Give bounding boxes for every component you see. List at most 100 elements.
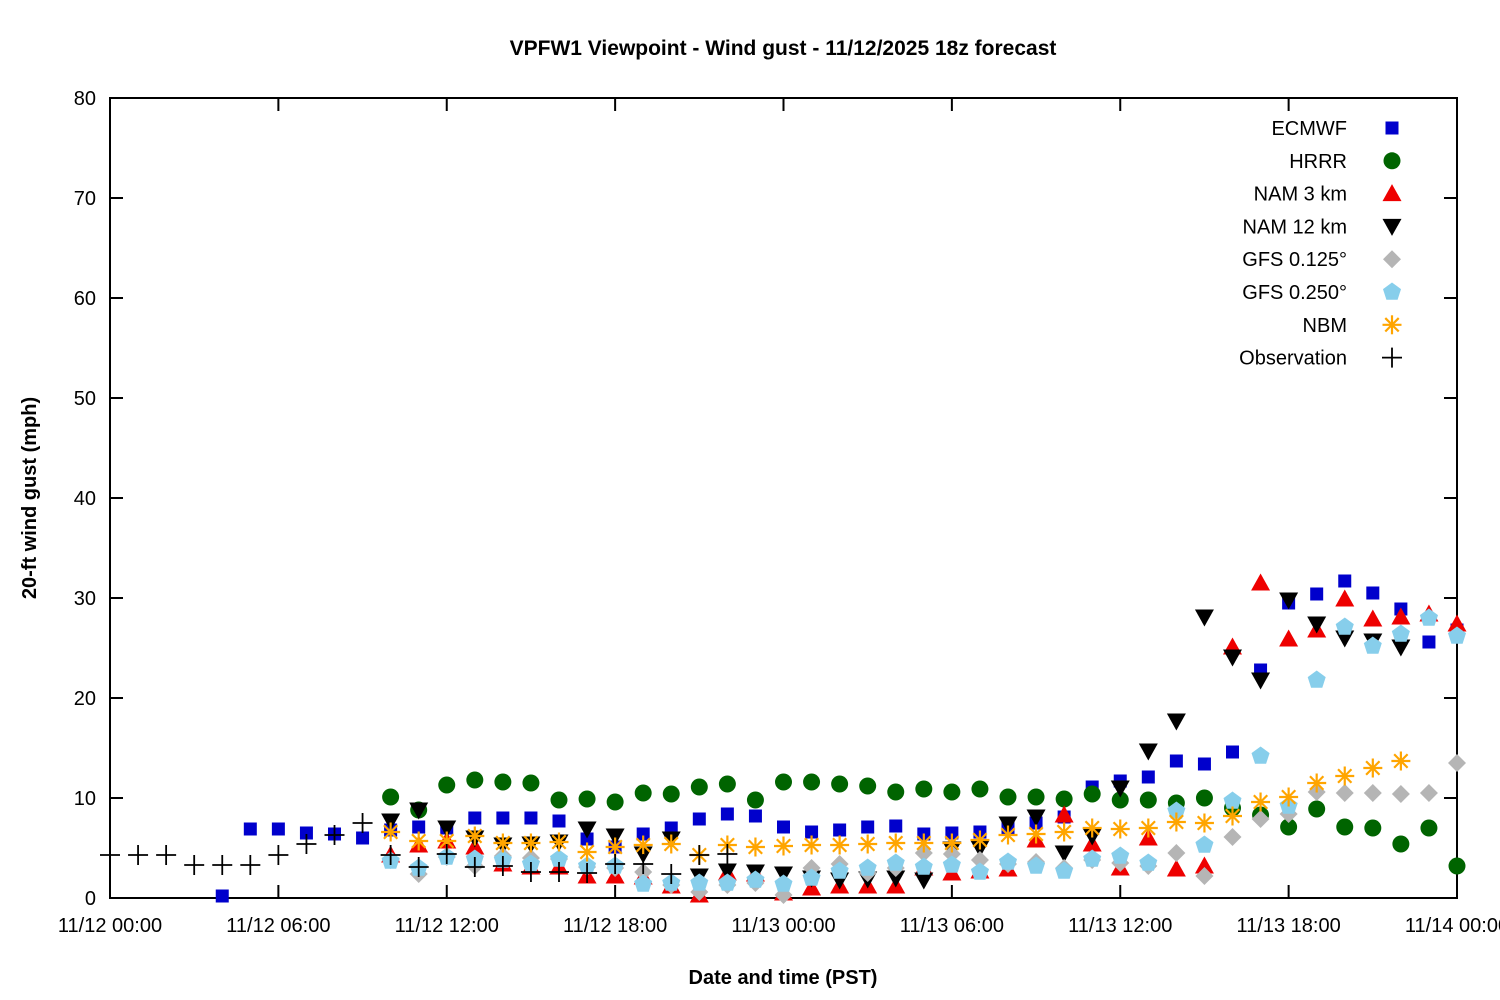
legend-label-nam-12-km: NAM 12 km [1243, 216, 1347, 238]
ecmwf-point [1197, 757, 1211, 771]
ecmwf-point [271, 822, 285, 836]
hrrr-point [1364, 819, 1382, 837]
nam-3-km-point [1447, 614, 1467, 632]
nbm-point [1281, 789, 1297, 805]
x-tick-label: 11/12 00:00 [58, 915, 162, 937]
hrrr-point [438, 776, 456, 794]
gfs-0-125-point [1363, 784, 1382, 802]
nam-3-km-point [1166, 859, 1186, 877]
nbm-point [467, 828, 483, 844]
nbm-point [1365, 760, 1381, 776]
nam-3-km-point [1251, 573, 1271, 591]
gfs-0-250-point [802, 868, 821, 886]
gfs-0-250-point [774, 874, 793, 892]
x-tick-label: 11/12 06:00 [226, 915, 330, 937]
legend-entry-gfs-0-125: GFS 0.125° [1242, 249, 1401, 271]
y-tick-label: 60 [74, 288, 96, 310]
gfs-0-250-point [858, 858, 877, 876]
nam-3-km-point [1054, 805, 1074, 823]
gfs-0-250-point [886, 853, 905, 871]
hrrr-point [999, 788, 1017, 806]
gfs-0-250-point [634, 874, 653, 892]
hrrr-point [831, 775, 849, 793]
legend-label-nam-3-km: NAM 3 km [1254, 184, 1347, 206]
legend-label-gfs-0-125: GFS 0.125° [1242, 249, 1347, 271]
gfs-0-250-point [830, 861, 849, 879]
hrrr-point [1139, 791, 1157, 809]
x-tick-label: 11/13 00:00 [731, 915, 835, 937]
hrrr-point [718, 775, 736, 793]
legend: ECMWF HRRR NAM 3 km NAM 12 km GFS 0.125° GFS … [1239, 118, 1402, 370]
gfs-0-250-point [1223, 791, 1242, 809]
nbm-point [832, 837, 848, 853]
series-gfs-0-250 [381, 608, 1466, 892]
gfs-0-125-point [1335, 784, 1354, 802]
nam-12-km-point [1307, 616, 1327, 634]
ecmwf-point [692, 812, 706, 826]
legend-marker-gfs-0-250 [1383, 282, 1401, 300]
x-tick-label: 11/13 06:00 [900, 915, 1004, 937]
y-tick-label: 0 [85, 888, 96, 910]
y-tick-label: 40 [74, 488, 96, 510]
nbm-point [523, 835, 539, 851]
gfs-0-250-point [746, 870, 765, 888]
nam-3-km-point [1335, 589, 1355, 607]
y-tick-label: 10 [74, 788, 96, 810]
nbm-point [551, 834, 567, 850]
gfs-0-250-point [1083, 849, 1102, 867]
nam-12-km-point [1166, 713, 1186, 731]
hrrr-point [1392, 835, 1410, 853]
hrrr-point [522, 774, 540, 792]
ecmwf-point [412, 820, 426, 834]
nbm-point [1253, 794, 1269, 810]
legend-entry-nam-3-km: NAM 3 km [1254, 184, 1402, 206]
legend-entry-nbm: NBM [1303, 315, 1402, 337]
nam-12-km-point [381, 813, 401, 831]
hrrr-point [466, 771, 484, 789]
gfs-0-250-point [1251, 746, 1270, 764]
gfs-0-250-point [1391, 624, 1410, 642]
hrrr-point [1195, 789, 1213, 807]
ecmwf-point [1310, 587, 1324, 601]
legend-label-ecmwf: ECMWF [1271, 118, 1347, 140]
gfs-0-125-point [1167, 844, 1186, 862]
x-axis-title: Date and time (PST) [689, 967, 878, 989]
ecmwf-point [805, 825, 819, 839]
legend-entry-hrrr: HRRR [1289, 151, 1401, 173]
nam-12-km-point [886, 870, 906, 888]
nam-12-km-point [1026, 809, 1046, 827]
gfs-0-125-point [970, 851, 989, 869]
nbm-point [1000, 827, 1016, 843]
gfs-0-250-point [1055, 861, 1074, 879]
x-tick-label: 11/12 12:00 [395, 915, 499, 937]
hrrr-point [1448, 857, 1466, 875]
x-tick-label: 11/12 18:00 [563, 915, 667, 937]
nbm-point [1168, 814, 1184, 830]
ecmwf-point [748, 809, 762, 823]
gfs-0-250-point [1167, 801, 1186, 819]
nam-12-km-point [1054, 845, 1074, 863]
gfs-0-125-point [1251, 810, 1270, 828]
y-tick-label: 50 [74, 388, 96, 410]
gfs-0-250-point [1419, 608, 1438, 626]
legend-label-gfs-0-250: GFS 0.250° [1242, 282, 1347, 304]
nam-12-km-point [437, 820, 457, 838]
hrrr-point [1308, 800, 1326, 818]
legend-marker-hrrr [1383, 152, 1401, 170]
nbm-point [1112, 821, 1128, 837]
nam-12-km-point [717, 863, 737, 881]
legend-entry-ecmwf: ECMWF [1271, 118, 1399, 140]
gfs-0-125-point [1195, 867, 1214, 885]
nbm-point [439, 833, 455, 849]
nam-3-km-point [1194, 856, 1214, 874]
nam-3-km-point [1391, 607, 1411, 625]
gfs-0-250-point [718, 873, 737, 891]
series-nbm [381, 751, 1411, 865]
nbm-point [1309, 775, 1325, 791]
gfs-0-125-point [1419, 784, 1438, 802]
hrrr-point [915, 780, 933, 798]
legend-entry-gfs-0-250: GFS 0.250° [1242, 282, 1401, 304]
hrrr-point [1336, 818, 1354, 836]
gfs-0-250-point [1027, 856, 1046, 874]
